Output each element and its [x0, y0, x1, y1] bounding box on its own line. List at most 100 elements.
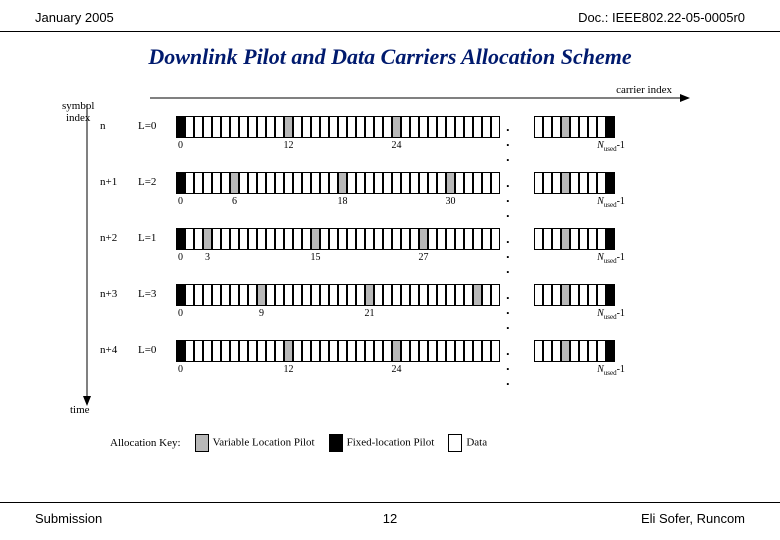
var-cell	[311, 228, 320, 250]
ellipsis: . . .	[506, 119, 513, 164]
data-cell	[266, 340, 275, 362]
data-cell	[428, 284, 437, 306]
fixed-pilot-label: Fixed-location Pilot	[347, 437, 435, 449]
data-cell	[320, 228, 329, 250]
fixed-cell	[176, 284, 185, 306]
data-cell	[482, 284, 491, 306]
data-cell	[482, 116, 491, 138]
var-cell	[338, 172, 347, 194]
data-cell	[329, 116, 338, 138]
data-cell	[374, 284, 383, 306]
data-cell	[419, 172, 428, 194]
fixed-pilot-swatch	[329, 434, 343, 452]
data-cell	[203, 284, 212, 306]
data-cell	[410, 284, 419, 306]
var-cell	[561, 172, 570, 194]
data-cell	[275, 172, 284, 194]
L-value: L=0	[138, 344, 168, 356]
var-cell	[392, 340, 401, 362]
data-cell	[552, 340, 561, 362]
data-cell	[302, 340, 311, 362]
data-cell	[293, 284, 302, 306]
data-cell	[239, 228, 248, 250]
var-cell	[561, 228, 570, 250]
tick-label: 18	[338, 196, 348, 207]
data-cell	[230, 284, 239, 306]
tick-label: 21	[365, 308, 375, 319]
data-cell	[374, 340, 383, 362]
tick-label: 0	[178, 364, 183, 375]
footer-right: Eli Sofer, Runcom	[641, 511, 745, 526]
tick-label: 27	[419, 252, 429, 263]
data-cell	[194, 284, 203, 306]
data-cell	[302, 116, 311, 138]
data-cell	[329, 340, 338, 362]
data-cell	[275, 228, 284, 250]
data-cell	[464, 172, 473, 194]
data-cell	[552, 172, 561, 194]
allocation-legend: Allocation Key: Variable Location Pilot …	[110, 434, 720, 452]
variable-pilot-label: Variable Location Pilot	[213, 437, 315, 449]
data-cell	[356, 116, 365, 138]
data-cell	[284, 284, 293, 306]
tick-label: 0	[178, 196, 183, 207]
data-cell	[534, 172, 543, 194]
data-cell	[588, 340, 597, 362]
data-cell	[543, 228, 552, 250]
time-label: time	[70, 404, 90, 416]
var-cell	[561, 116, 570, 138]
data-cell	[543, 284, 552, 306]
data-cell	[437, 340, 446, 362]
symbol-row: nL=0. . .01224Nused-1	[100, 116, 730, 156]
data-cell	[347, 228, 356, 250]
data-cell	[293, 340, 302, 362]
tick-label: 30	[446, 196, 456, 207]
symbol-row: n+4L=0. . .01224Nused-1	[100, 340, 730, 380]
data-cell	[302, 284, 311, 306]
data-cell	[356, 172, 365, 194]
data-cell	[194, 228, 203, 250]
symbol-index: n+2	[100, 232, 130, 244]
data-cell	[248, 116, 257, 138]
time-axis-arrow	[82, 104, 92, 406]
data-cell	[437, 228, 446, 250]
data-cell	[552, 228, 561, 250]
var-cell	[392, 116, 401, 138]
fixed-cell	[606, 340, 615, 362]
data-cell	[401, 172, 410, 194]
data-cell	[428, 116, 437, 138]
data-cell	[356, 340, 365, 362]
data-cell	[455, 172, 464, 194]
data-cell	[221, 340, 230, 362]
data-cell	[570, 116, 579, 138]
data-cell	[437, 284, 446, 306]
data-cell	[374, 228, 383, 250]
data-cell	[329, 228, 338, 250]
data-cell	[410, 228, 419, 250]
data-cell	[552, 284, 561, 306]
data-cell	[597, 172, 606, 194]
data-cell	[239, 172, 248, 194]
data-cell	[248, 284, 257, 306]
data-cell	[428, 228, 437, 250]
data-cell	[329, 284, 338, 306]
data-cell	[338, 340, 347, 362]
fixed-cell	[176, 340, 185, 362]
page-number: 12	[383, 511, 397, 526]
data-cell	[230, 116, 239, 138]
n-used-label: Nused-1	[597, 252, 625, 265]
data-cell	[473, 340, 482, 362]
data-cell	[212, 340, 221, 362]
data-cell	[491, 228, 500, 250]
data-cell	[311, 284, 320, 306]
data-cell	[455, 228, 464, 250]
L-value: L=0	[138, 120, 168, 132]
data-cell	[275, 284, 284, 306]
tick-label: 6	[232, 196, 237, 207]
fixed-cell	[176, 228, 185, 250]
data-cell	[221, 116, 230, 138]
ellipsis: . . .	[506, 287, 513, 332]
n-used-label: Nused-1	[597, 364, 625, 377]
slide-footer: Submission 12 Eli Sofer, Runcom	[0, 502, 780, 526]
data-cell	[212, 228, 221, 250]
